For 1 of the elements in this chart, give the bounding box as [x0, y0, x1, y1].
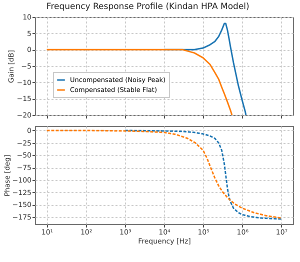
chart-title: Frequency Response Profile (Kindan HPA Model) — [46, 2, 250, 12]
